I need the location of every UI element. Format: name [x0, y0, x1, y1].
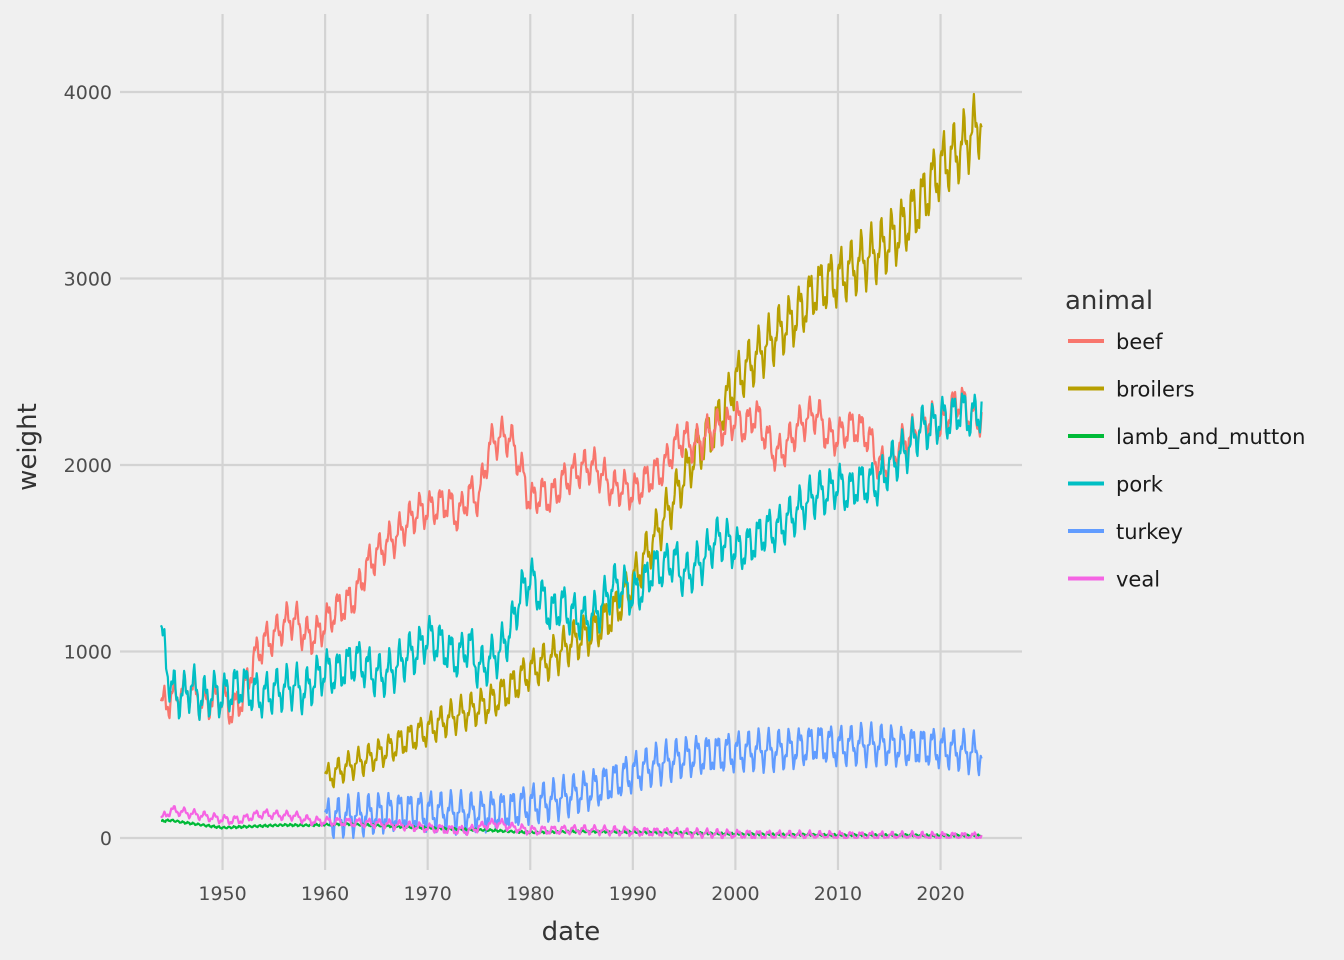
y-tick-label: 0 [100, 828, 112, 850]
legend-label-beef: beef [1116, 330, 1163, 354]
y-tick-label: 3000 [64, 269, 112, 291]
legend-label-broilers: broilers [1116, 378, 1195, 402]
x-tick-label: 2020 [916, 883, 964, 905]
x-tick-label: 1980 [506, 883, 554, 905]
tick-labels: 1950 1960 1970 1980 1990 2000 2010 2020 0 1000 200… [64, 82, 965, 905]
x-tick-label: 1970 [404, 883, 452, 905]
series-line-broilers [324, 92, 983, 789]
y-tick-label: 2000 [64, 455, 112, 477]
series-line-veal [160, 805, 983, 840]
legend-label-pork: pork [1116, 473, 1164, 497]
x-tick-label: 1960 [301, 883, 349, 905]
x-tick-label: 1950 [198, 883, 246, 905]
x-axis-title: date [542, 917, 601, 947]
x-tick-label: 1990 [609, 883, 657, 905]
x-tick-label: 2010 [814, 883, 862, 905]
x-tick-label: 2000 [711, 883, 759, 905]
series-line-turkey [324, 721, 983, 839]
legend-label-veal: veal [1116, 568, 1160, 592]
y-axis-title: weight [13, 403, 43, 491]
legend-title: animal [1065, 286, 1153, 316]
y-tick-label: 4000 [64, 82, 112, 104]
series-line-beef [159, 386, 983, 725]
legend-label-turkey: turkey [1116, 520, 1183, 544]
y-tick-label: 1000 [64, 642, 112, 664]
series-layer [159, 92, 983, 840]
legend-label-lamb_and_mutton: lamb_and_mutton [1116, 425, 1305, 450]
series-line-pork [159, 392, 983, 721]
